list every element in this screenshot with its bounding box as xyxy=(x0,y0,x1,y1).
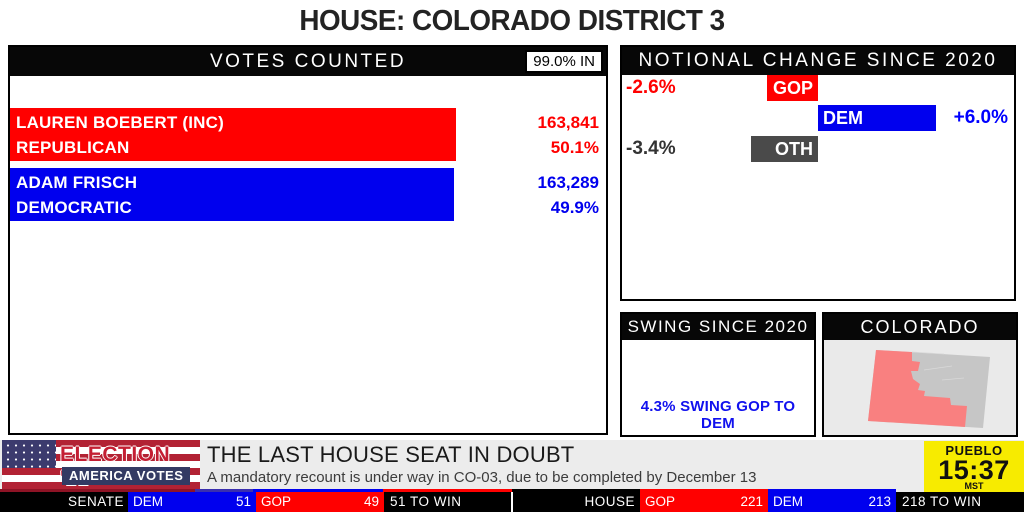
strip-segment xyxy=(0,489,195,492)
votes-panel-header: VOTES COUNTED 99.0% IN xyxy=(10,47,606,76)
ticker-seat-count: 221 xyxy=(740,494,763,509)
strip-segment xyxy=(253,489,383,492)
headline: THE LAST HOUSE SEAT IN DOUBT xyxy=(207,442,575,467)
state-panel-header: COLORADO xyxy=(824,314,1016,340)
clock-widget: PUEBLO 15:37 MST xyxy=(924,441,1024,492)
swing-panel-header: SWING SINCE 2020 xyxy=(622,314,814,340)
notional-row-gop: -2.6% GOP xyxy=(622,75,1014,101)
strip-segment xyxy=(896,489,924,492)
ticker-senate-towin: 51 TO WIN xyxy=(390,494,462,509)
ticker-party-label: GOP xyxy=(261,494,292,509)
clock-location: PUEBLO xyxy=(945,443,1003,458)
notional-value-oth: -3.4% xyxy=(626,138,676,159)
clock-timezone: MST xyxy=(964,481,984,491)
votes-panel-title: VOTES COUNTED xyxy=(209,51,407,72)
logo-america-votes-text: AMERICA VOTES xyxy=(62,467,191,485)
strip-segment xyxy=(383,489,512,492)
notional-value-gop: -2.6% xyxy=(626,77,676,98)
notional-row-oth: -3.4% OTH xyxy=(622,136,1014,162)
state-map-panel: COLORADO xyxy=(822,312,1018,437)
strip-segment xyxy=(768,489,896,492)
notional-panel-title: NOTIONAL CHANGE SINCE 2020 xyxy=(638,50,998,71)
strip-segment xyxy=(195,489,253,492)
notional-change-panel: NOTIONAL CHANGE SINCE 2020 -2.6% GOP DEM… xyxy=(620,45,1016,301)
swing-half-pie-chart xyxy=(648,343,788,413)
candidate-values-democratic: 163,289 49.9% xyxy=(479,168,599,220)
election-22-logo: ELECTION '22 AMERICA VOTES xyxy=(2,440,200,490)
swing-pie-divider xyxy=(717,343,719,413)
swing-caption: 4.3% SWING GOP TO DEM xyxy=(640,398,796,432)
candidate-party: DEMOCRATIC xyxy=(16,198,132,217)
page-title: HOUSE: COLORADO DISTRICT 3 xyxy=(299,5,725,37)
candidate-party: REPUBLICAN xyxy=(16,138,130,157)
candidate-bar-republican: LAUREN BOEBERT (INC) REPUBLICAN xyxy=(10,108,456,161)
ticker-house-dem-box: DEM 213 xyxy=(768,492,896,512)
candidate-pct: 50.1% xyxy=(550,138,599,157)
results-ticker: SENATE DEM 51 GOP 49 51 TO WIN HOUSE GOP… xyxy=(0,492,1024,512)
swing-panel-title: SWING SINCE 2020 xyxy=(627,317,809,336)
ticker-seat-count: 51 xyxy=(235,494,251,509)
candidate-votes: 163,841 xyxy=(537,113,599,132)
candidate-bar-democratic: ADAM FRISCH DEMOCRATIC xyxy=(10,168,454,221)
reporting-badge: 99.0% IN xyxy=(525,50,603,73)
ticker-senate-dem-box: DEM 51 xyxy=(128,492,256,512)
notional-panel-header: NOTIONAL CHANGE SINCE 2020 xyxy=(622,47,1014,75)
notional-bar-dem: DEM xyxy=(818,105,936,131)
colorado-district-3-shape xyxy=(868,350,967,427)
candidate-pct: 49.9% xyxy=(550,198,599,217)
flag-canton-icon xyxy=(2,440,56,468)
ticker-house-towin: 218 TO WIN xyxy=(902,494,982,509)
candidate-votes: 163,289 xyxy=(537,173,599,192)
ticker-house-label: HOUSE xyxy=(584,494,635,509)
state-panel-title: COLORADO xyxy=(860,317,980,337)
colorado-map-svg xyxy=(868,350,990,428)
strip-segment xyxy=(924,489,1024,492)
ticker-party-label: DEM xyxy=(773,494,803,509)
ticker-party-label: DEM xyxy=(133,494,163,509)
strip-segment xyxy=(640,489,768,492)
notional-bar-gop: GOP xyxy=(767,75,818,101)
candidate-name: ADAM FRISCH xyxy=(16,173,138,192)
accent-strip xyxy=(0,489,1024,492)
strip-segment xyxy=(512,489,640,492)
colorado-map xyxy=(824,340,1016,435)
ticker-senate-gop-box: GOP 49 xyxy=(256,492,384,512)
lower-third-banner: ELECTION '22 AMERICA VOTES THE LAST HOUS… xyxy=(0,440,1024,492)
notional-row-dem: DEM +6.0% xyxy=(622,105,1014,131)
subheadline: A mandatory recount is under way in CO-0… xyxy=(207,469,757,486)
notional-bar-oth: OTH xyxy=(751,136,818,162)
clock-time: 15:37 xyxy=(938,455,1010,485)
ticker-party-label: GOP xyxy=(645,494,676,509)
candidate-values-republican: 163,841 50.1% xyxy=(479,108,599,160)
candidate-name: LAUREN BOEBERT (INC) xyxy=(16,113,224,132)
notional-value-dem: +6.0% xyxy=(953,107,1008,128)
ticker-senate-label: SENATE xyxy=(67,494,124,509)
ticker-divider xyxy=(511,492,513,512)
ticker-seat-count: 49 xyxy=(363,494,379,509)
votes-panel: VOTES COUNTED 99.0% IN LAUREN BOEBERT (I… xyxy=(8,45,608,435)
ticker-house-gop-box: GOP 221 xyxy=(640,492,768,512)
ticker-seat-count: 213 xyxy=(868,494,891,509)
swing-panel: SWING SINCE 2020 4.3% SWING GOP TO DEM xyxy=(620,312,816,437)
